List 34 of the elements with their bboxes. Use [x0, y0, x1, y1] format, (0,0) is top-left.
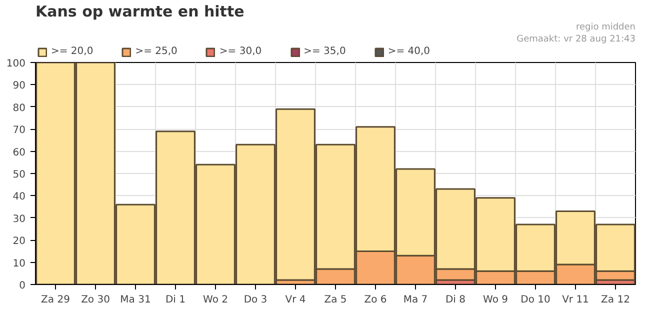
x-tick-label: Za 12 [601, 294, 630, 306]
y-tick-label: 40 [12, 192, 26, 203]
x-tick-label: Wo 9 [483, 294, 508, 306]
y-tick-label: 100 [6, 58, 26, 70]
y-tick-label: 20 [12, 236, 26, 248]
x-tick-label: Ma 7 [403, 294, 428, 306]
x-tick-label: Zo 30 [81, 294, 110, 306]
x-tick-label: Zo 6 [364, 294, 387, 306]
legend-label: >= 25,0 [135, 46, 178, 57]
y-tick-label: 70 [12, 125, 26, 136]
y-tick-label: 80 [12, 102, 26, 114]
y-tick-label: 50 [12, 170, 26, 180]
x-tick-label: Di 8 [445, 294, 466, 306]
legend-label: >= 30,0 [219, 46, 262, 57]
x-tick-label: Wo 2 [203, 294, 228, 306]
x-tick-label: Vr 4 [285, 294, 306, 306]
legend-label: >= 35,0 [304, 46, 346, 57]
x-tick-label: Do 10 [520, 294, 550, 306]
legend-label: >= 20,0 [51, 46, 94, 57]
x-tick-label: Ma 31 [120, 294, 151, 306]
y-tick-label: 90 [12, 80, 26, 92]
x-tick-label: Vr 11 [562, 294, 589, 306]
y-tick-label: 0 [19, 280, 26, 292]
x-tick-label: Di 1 [165, 294, 186, 306]
y-tick-label: 60 [12, 147, 26, 158]
x-tick-label: Do 3 [244, 294, 268, 306]
y-tick-label: 10 [12, 258, 26, 270]
y-tick-label: 30 [12, 214, 26, 225]
text: regio midden [576, 22, 636, 32]
x-tick-label: Za 29 [41, 294, 70, 306]
legend-label: >= 40,0 [388, 46, 430, 57]
chart-title: Kans op warmte en hitte [36, 2, 244, 20]
x-tick-label: Za 5 [324, 294, 347, 306]
text: Gemaakt: vr 28 aug 21:43 [516, 34, 636, 44]
